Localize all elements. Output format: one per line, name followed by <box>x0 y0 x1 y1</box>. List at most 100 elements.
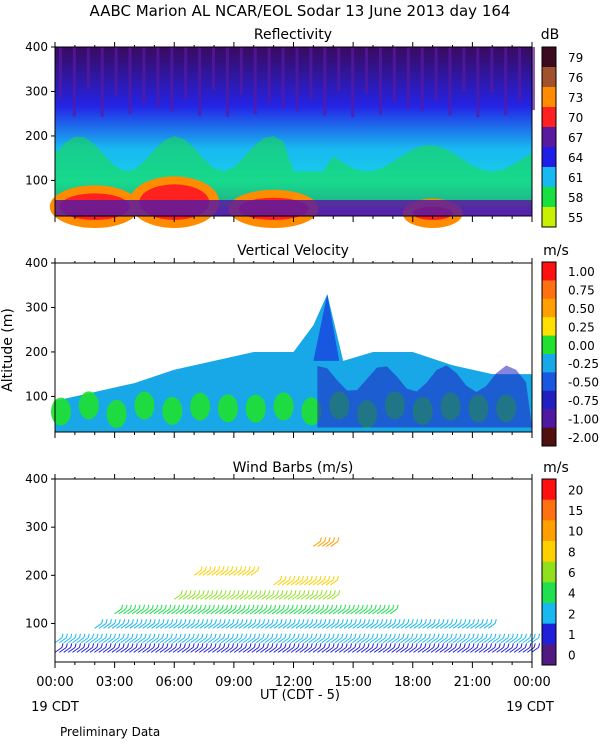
colorbar-swatch <box>542 582 556 604</box>
wind-barb-flag <box>333 619 335 624</box>
wind-barb-flag <box>363 633 366 638</box>
reflectivity-streak <box>406 47 410 110</box>
wind-barb-flag <box>259 590 262 595</box>
colorbar-label: 79 <box>568 51 583 65</box>
wind-barb <box>505 637 513 644</box>
wind-barb-flag <box>311 590 314 595</box>
wind-barb-flag <box>302 619 305 624</box>
wind-barb <box>435 622 444 629</box>
wind-barb-flag <box>455 633 458 638</box>
colorbar-swatch <box>542 520 556 542</box>
wind-barb <box>346 608 354 615</box>
wind-barb-flag <box>224 590 227 595</box>
wind-barb-flag <box>118 643 121 648</box>
wind-barb-flag <box>328 643 331 648</box>
wind-barb <box>356 646 364 653</box>
wind-barb-flag <box>258 619 261 624</box>
time-tick-label: 12:00 <box>275 675 312 690</box>
wind-barb-flag <box>156 604 159 609</box>
wind-barb <box>487 646 496 653</box>
wind-barb <box>155 637 163 644</box>
wind-barb-flag <box>293 575 296 581</box>
wind-barb <box>264 646 273 653</box>
wind-barb <box>76 637 85 644</box>
wind-barb-flag <box>371 633 374 638</box>
time-tick-label: 06:00 <box>156 675 193 690</box>
wind-barb <box>111 637 120 644</box>
wind-barb-flag <box>223 633 226 638</box>
wind-barb <box>120 622 129 629</box>
wind-barb <box>321 646 330 653</box>
wind-barb-flag <box>363 643 366 648</box>
wind-barb-flag <box>320 590 323 595</box>
wind-barb-flag <box>344 604 347 609</box>
wind-barb-flag <box>222 566 225 571</box>
wind-barb <box>144 608 153 615</box>
wind-barb <box>155 646 163 653</box>
wind-barb-flag <box>324 537 327 542</box>
wind-barb-flag <box>232 643 235 648</box>
wind-barb <box>321 579 330 586</box>
wind-barb <box>187 593 195 600</box>
wind-barb <box>356 637 364 644</box>
wind-barb-flag <box>451 619 454 624</box>
wind-barb <box>496 646 504 653</box>
wind-barb-flag <box>170 633 173 638</box>
wind-barb <box>208 622 216 629</box>
wind-barb-flag <box>325 590 328 595</box>
wind-barb-flag <box>215 590 218 595</box>
wind-barb <box>376 608 385 615</box>
reflectivity-unit: dB <box>541 27 560 43</box>
wind-barb <box>470 637 478 644</box>
wind-barb-flag <box>346 619 349 624</box>
wind-barb-flag <box>328 575 331 581</box>
wind-barb <box>137 637 146 644</box>
wind-barb-flag <box>162 633 165 638</box>
wind-barb <box>103 622 111 629</box>
wind-barb <box>321 637 330 644</box>
wind-barb-flag <box>109 633 112 638</box>
wind-barb <box>63 637 72 644</box>
wind-barb <box>89 646 98 653</box>
wind-barb-flag <box>293 633 296 638</box>
wind-barb-flag <box>271 633 274 638</box>
y-tick-label: 200 <box>25 129 48 143</box>
wind-barb <box>129 646 137 653</box>
wind-barb <box>426 622 435 629</box>
wind-barb <box>283 593 291 600</box>
wind-barb <box>431 622 439 629</box>
wind-barb <box>168 622 177 629</box>
wind-barb-flag <box>253 633 256 638</box>
altitude-axis-label: Altitude (m) <box>0 308 16 392</box>
wind-barb <box>378 646 386 653</box>
wind-barb-flag <box>385 643 388 648</box>
wind-barb-flag <box>307 590 310 595</box>
wind-barb <box>247 646 255 653</box>
wind-barb <box>369 646 378 653</box>
wind-barb-flag <box>310 633 313 638</box>
wind-barb <box>295 579 303 586</box>
wind-barb <box>456 637 465 644</box>
wind-barb <box>365 622 374 629</box>
wind-barb <box>418 622 426 629</box>
wind-barb <box>308 637 316 644</box>
wind-barb-flag <box>328 633 331 638</box>
wind-barb <box>94 637 102 644</box>
wind-barb <box>67 637 76 644</box>
wind-barb-flag <box>306 633 309 638</box>
wind-barb-flag <box>192 643 195 648</box>
wind-barb-flag <box>256 604 259 609</box>
reflectivity-streak <box>128 47 132 114</box>
wind-barb <box>391 637 399 644</box>
wind-barb-flag <box>233 590 236 595</box>
wind-barb-flag <box>282 604 285 609</box>
wind-barb-flag <box>186 604 189 609</box>
wind-barb-flag <box>151 604 154 609</box>
colorbar-swatch <box>542 479 556 501</box>
time-tick-label: 00:00 <box>513 675 550 690</box>
wind-barb <box>151 622 159 629</box>
wind-barb <box>228 608 236 615</box>
wind-barb-flag <box>110 619 112 624</box>
wind-barb <box>131 608 140 615</box>
wind-barb-flag <box>175 619 178 624</box>
